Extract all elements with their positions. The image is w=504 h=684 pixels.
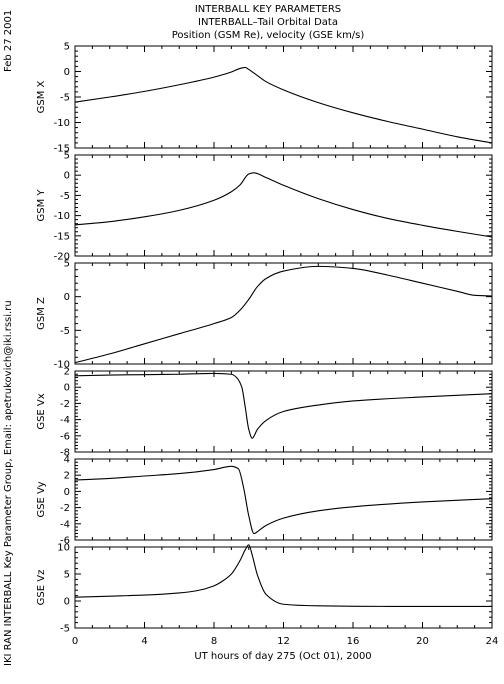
y-tick-label: -5 xyxy=(60,624,70,635)
y-tick-label: 2 xyxy=(64,471,70,482)
y-tick-label: 0 xyxy=(64,171,70,182)
y-tick-label: -6 xyxy=(60,431,70,442)
y-tick-label: -4 xyxy=(60,519,70,530)
x-tick-label: 16 xyxy=(347,636,360,647)
chart-title: INTERBALL KEY PARAMETERS xyxy=(195,4,341,15)
series-line xyxy=(74,372,493,439)
panel-frame xyxy=(74,262,493,365)
x-tick-label: 20 xyxy=(416,636,429,647)
y-tick-label: -2 xyxy=(60,503,70,514)
panel-frame xyxy=(74,546,493,629)
y-tick-label: 0 xyxy=(64,383,70,394)
y-tick-label: 4 xyxy=(64,455,70,466)
y-tick-label: -8 xyxy=(60,448,70,459)
x-tick-label: 4 xyxy=(141,636,147,647)
y-tick-label: -10 xyxy=(54,118,70,129)
y-tick-label: -5 xyxy=(60,326,70,337)
panel-gsm-y: 5 0 -5 -10 -15 -20 GSM Y xyxy=(36,151,493,263)
series-line xyxy=(74,66,493,144)
panel-gse-vz: 10 5 0 -5 GSE Vz xyxy=(36,543,493,635)
y-tick-label: -10 xyxy=(54,211,70,222)
series-line xyxy=(74,265,493,364)
y-tick-label: 0 xyxy=(64,67,70,78)
x-tick-label: 0 xyxy=(72,636,78,647)
chart-subtitle-2: Position (GSM Re), velocity (GSE km/s) xyxy=(172,30,365,41)
panel-gsm-z: 5 0 -5 -10 GSM Z xyxy=(36,259,493,371)
panel-gse-vy: 4 2 0 -2 -4 -6 GSE Vy xyxy=(36,455,493,547)
y-axis-label: GSE Vz xyxy=(36,570,47,606)
y-tick-label: -15 xyxy=(54,231,70,242)
series-line xyxy=(74,465,493,535)
date-label: Feb 27 2001 xyxy=(3,10,14,72)
y-tick-label: -5 xyxy=(60,93,70,104)
y-tick-label: 2 xyxy=(64,367,70,378)
panel-frame xyxy=(74,154,493,257)
series-line xyxy=(74,544,492,607)
y-tick-label: -15 xyxy=(54,144,70,155)
x-tick-label: 12 xyxy=(277,636,290,647)
x-axis: 0 4 8 12 16 20 24 xyxy=(72,636,499,647)
y-tick-label: 0 xyxy=(64,487,70,498)
y-tick-label: 5 xyxy=(64,151,70,162)
y-axis-label: GSE Vx xyxy=(36,393,47,429)
y-tick-label: 5 xyxy=(64,42,70,53)
y-tick-label: -6 xyxy=(60,536,70,547)
y-tick-label: 0 xyxy=(64,597,70,608)
x-tick-label: 24 xyxy=(486,636,499,647)
y-tick-label: -2 xyxy=(60,399,70,410)
credit-label: IKI RAN INTERBALL Key Parameter Group, E… xyxy=(3,300,14,666)
panel-gse-vx: 2 0 -2 -4 -6 -8 GSE Vx xyxy=(36,367,493,459)
y-tick-label: -5 xyxy=(60,191,70,202)
panel-frame xyxy=(74,458,493,541)
y-tick-label: 5 xyxy=(64,259,70,270)
y-tick-label: 5 xyxy=(64,570,70,581)
y-tick-label: -20 xyxy=(54,252,70,263)
series-line xyxy=(74,172,493,238)
y-axis-label: GSE Vy xyxy=(36,481,47,517)
panel-gsm-x: 5 0 -5 -10 -15 GSM X xyxy=(36,42,493,155)
y-tick-label: 0 xyxy=(64,292,70,303)
y-axis-label: GSM Y xyxy=(36,189,47,222)
y-tick-label: -4 xyxy=(60,415,70,426)
x-tick-label: 8 xyxy=(211,636,217,647)
y-axis-label: GSM Z xyxy=(36,297,47,330)
y-tick-label: 10 xyxy=(57,543,70,554)
y-axis-label: GSM X xyxy=(36,80,47,113)
panel-frame xyxy=(74,45,493,149)
chart-subtitle: INTERBALL–Tail Orbital Data xyxy=(198,17,338,28)
x-axis-label: UT hours of day 275 (Oct 01), 2000 xyxy=(194,651,371,662)
y-tick-label: -10 xyxy=(54,360,70,371)
